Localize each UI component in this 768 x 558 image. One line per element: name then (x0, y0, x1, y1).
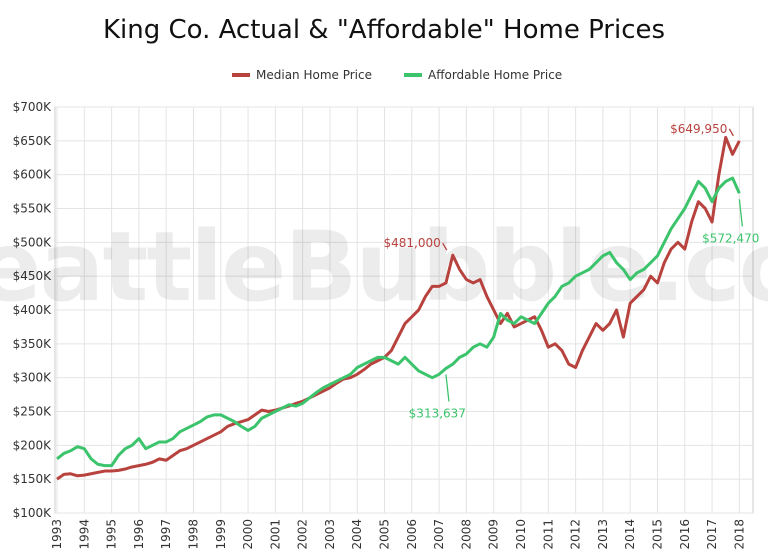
y-tick-label: $250K (13, 405, 53, 419)
y-tick-label: $150K (13, 472, 53, 486)
x-tick-label: 2004 (350, 519, 364, 550)
annotation-arrow (728, 128, 734, 137)
x-tick-label: 2012 (569, 519, 583, 550)
value-label: $313,637 (409, 406, 466, 420)
y-tick-label: $300K (13, 371, 53, 385)
value-label: $481,000 (383, 236, 440, 250)
y-tick-label: $400K (13, 303, 53, 317)
x-tick-label: 2015 (650, 519, 664, 550)
annotation-arrow (442, 242, 448, 251)
y-tick-label: $350K (13, 337, 53, 351)
x-tick-label: 2014 (623, 519, 637, 550)
y-tick-label: $500K (13, 235, 53, 249)
y-tick-label: $100K (13, 506, 53, 520)
series-line (56, 135, 741, 481)
annotation-arrow (738, 199, 743, 227)
y-tick-label: $600K (13, 168, 53, 182)
x-tick-label: 2003 (323, 519, 337, 550)
legend-label: Affordable Home Price (428, 68, 562, 82)
annotation-arrow (445, 374, 450, 402)
x-tick-label: 2009 (487, 519, 501, 550)
y-tick-label: $450K (13, 269, 53, 283)
x-tick-label: 2018 (732, 519, 746, 550)
x-tick-label: 2001 (268, 519, 282, 550)
x-tick-label: 2006 (405, 519, 419, 550)
value-label: $572,470 (702, 231, 759, 245)
x-tick-label: 1993 (50, 519, 64, 550)
series-line (56, 176, 741, 468)
y-tick-label: $550K (13, 202, 53, 216)
x-tick-label: 2013 (596, 519, 610, 550)
value-label: $649,950 (670, 122, 727, 136)
x-tick-label: 1994 (77, 519, 91, 550)
x-tick-label: 2005 (378, 519, 392, 550)
x-tick-label: 1996 (132, 519, 146, 550)
y-tick-label: $700K (13, 100, 53, 114)
x-tick-label: 1998 (186, 519, 200, 550)
x-tick-label: 1997 (159, 519, 173, 550)
chart-title: King Co. Actual & "Affordable" Home Pric… (103, 15, 665, 45)
x-tick-label: 2008 (459, 519, 473, 550)
legend-label: Median Home Price (256, 68, 372, 82)
x-tick-label: 1999 (214, 519, 228, 550)
y-tick-label: $650K (13, 134, 53, 148)
x-tick-label: 1995 (105, 519, 119, 550)
y-tick-label: $200K (13, 438, 53, 452)
x-tick-label: 2007 (432, 519, 446, 550)
legend: Median Home Price Affordable Home Price (232, 68, 562, 82)
x-tick-label: 2002 (296, 519, 310, 550)
x-tick-label: 2017 (705, 519, 719, 550)
x-tick-label: 2011 (541, 519, 555, 550)
x-tick-label: 2010 (514, 519, 528, 550)
watermark: SeattleBubble.com (0, 211, 768, 323)
x-tick-label: 2000 (241, 519, 255, 550)
x-tick-label: 2016 (678, 519, 692, 550)
